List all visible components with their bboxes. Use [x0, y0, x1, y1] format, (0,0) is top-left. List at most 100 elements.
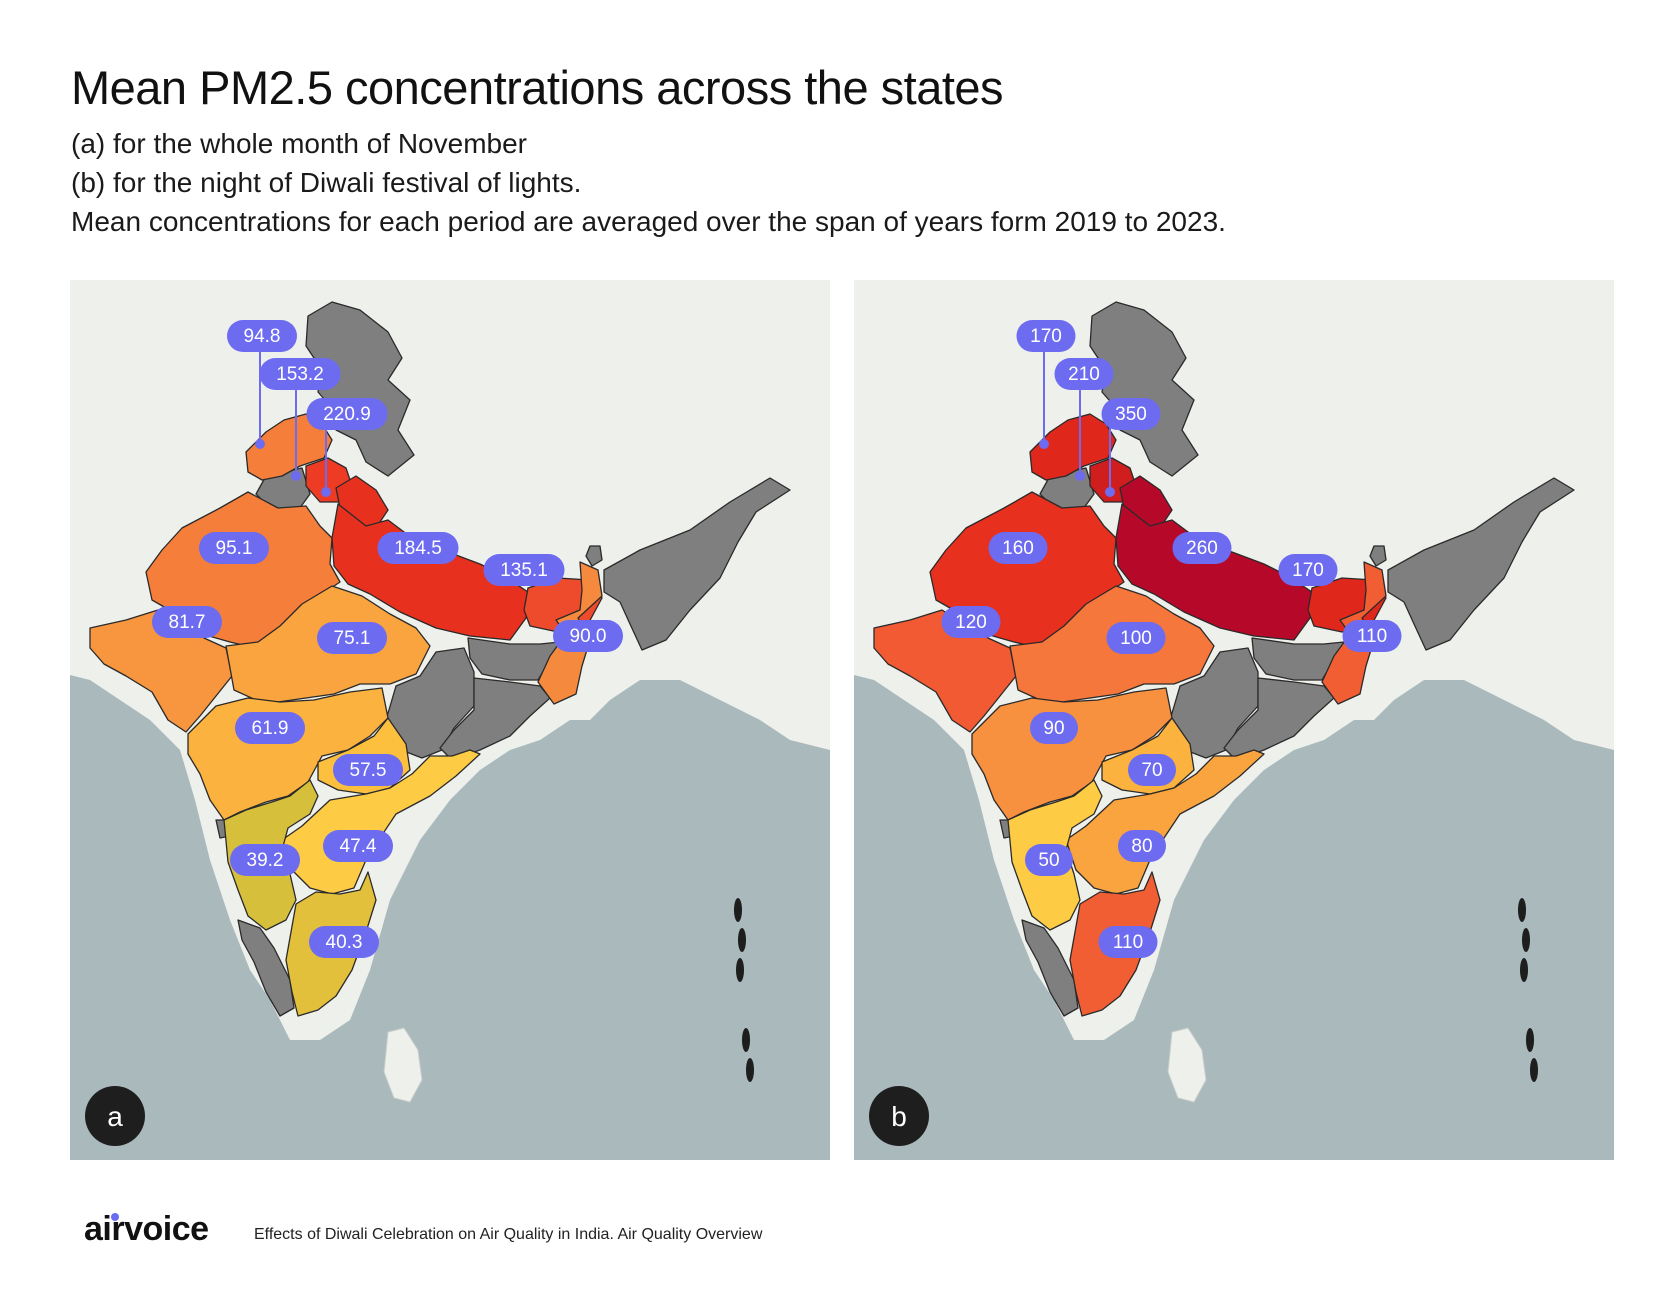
island-mark [1522, 928, 1530, 952]
value-label-mp: 100 [1120, 628, 1152, 649]
map-panel-b: 170 210 350 160 260 170 110 120 100 90 70 80 50 110 b [854, 280, 1614, 1160]
brand-logo-dot [111, 1213, 119, 1221]
value-label-bg [235, 712, 305, 744]
island-mark [1520, 958, 1528, 982]
label-pin-dot [1105, 487, 1115, 497]
value-label-bg [377, 532, 459, 564]
label-pin-dot [291, 471, 301, 481]
value-label-kar: 50 [1038, 850, 1059, 871]
value-label-bg [483, 554, 565, 586]
subtitle-line-note: Mean concentrations for each period are … [71, 206, 1226, 237]
state-jk [1029, 413, 1117, 481]
island-mark [736, 958, 744, 982]
value-label-bg [259, 358, 341, 390]
label-pin-dot [321, 487, 331, 497]
state-mah [971, 687, 1173, 821]
value-label-tel: 57.5 [350, 760, 387, 781]
value-label-raj: 95.1 [216, 538, 253, 559]
brand-logo: airvoice [84, 1210, 209, 1248]
value-label-guj: 120 [955, 612, 987, 633]
page-title: Mean PM2.5 concentrations across the sta… [71, 61, 1004, 114]
value-label-raj: 160 [1002, 538, 1034, 559]
panel-badge-letter: b [891, 1101, 907, 1132]
india-map-a: 94.8 153.2 220.9 95.1 184.5 135.1 90.0 81.7 75.1… [70, 280, 830, 1160]
subtitle-line-a: (a) for the whole month of November [71, 128, 527, 159]
panel-badge [869, 1086, 929, 1146]
value-label-bg [227, 320, 297, 352]
label-pin-dot [1075, 471, 1085, 481]
value-label-ukd: 350 [1115, 404, 1147, 425]
value-label-tn: 110 [1113, 932, 1143, 953]
footer-caption: Effects of Diwali Celebration on Air Qua… [254, 1226, 763, 1243]
island-mark [742, 1028, 750, 1052]
value-label-tn: 40.3 [326, 932, 363, 953]
state-ne-no-data [603, 477, 791, 651]
value-label-kar: 39.2 [247, 850, 284, 871]
value-label-bg [1025, 844, 1073, 876]
value-label-bg [323, 830, 393, 862]
value-label-bg [1172, 532, 1232, 564]
value-label-jk: 170 [1030, 326, 1062, 347]
value-label-bg [1030, 712, 1078, 744]
value-label-bg [306, 398, 388, 430]
state-ker-no-data [237, 919, 295, 1017]
state-sik-no-data [585, 545, 603, 567]
value-label-bg [1342, 620, 1402, 652]
state-odi-no-data [439, 677, 551, 761]
value-label-hp: 210 [1068, 364, 1100, 385]
value-label-bg [333, 754, 403, 786]
state-jk [245, 413, 333, 481]
value-label-bg [1016, 320, 1076, 352]
value-label-ukd: 220.9 [323, 404, 371, 425]
value-label-ap: 47.4 [340, 836, 377, 857]
value-label-bg [1128, 754, 1176, 786]
value-label-wb: 90.0 [570, 626, 607, 647]
subtitle-line-b: (b) for the night of Diwali festival of … [71, 167, 582, 198]
value-label-bg [199, 532, 269, 564]
island-mark [746, 1058, 754, 1082]
value-label-bg [309, 926, 379, 958]
india-map-b: 170 210 350 160 260 170 110 120 100 90 70 80 50 110 b [854, 280, 1614, 1160]
value-label-ap: 80 [1131, 836, 1152, 857]
label-pin-dot [255, 439, 265, 449]
island-mark [1530, 1058, 1538, 1082]
state-odi-no-data [1223, 677, 1335, 761]
value-label-mp: 75.1 [334, 628, 371, 649]
value-label-bg [553, 620, 623, 652]
value-label-bg [988, 532, 1048, 564]
value-label-mah: 61.9 [252, 718, 289, 739]
value-label-bg [1118, 830, 1166, 862]
value-label-bg [1054, 358, 1114, 390]
value-label-mah: 90 [1043, 718, 1064, 739]
value-label-bih: 135.1 [500, 560, 548, 581]
state-ne-no-data [1387, 477, 1575, 651]
value-label-bg [152, 606, 222, 638]
sri-lanka [1167, 1027, 1207, 1103]
island-mark [734, 898, 742, 922]
label-pin-dot [1039, 439, 1049, 449]
island-mark [1518, 898, 1526, 922]
panel-badge-letter: a [107, 1101, 123, 1132]
sri-lanka [383, 1027, 423, 1103]
value-label-jk: 94.8 [244, 326, 281, 347]
value-label-hp: 153.2 [276, 364, 324, 385]
island-mark [738, 928, 746, 952]
value-label-bg [941, 606, 1001, 638]
map-panel-a: 94.8 153.2 220.9 95.1 184.5 135.1 90.0 81.7 75.1… [70, 280, 830, 1160]
value-label-bih: 170 [1292, 560, 1324, 581]
value-label-tel: 70 [1141, 760, 1162, 781]
island-mark [1526, 1028, 1534, 1052]
value-label-bg [1098, 926, 1158, 958]
value-label-bg [1101, 398, 1161, 430]
value-label-bg [317, 622, 387, 654]
value-label-bg [230, 844, 300, 876]
value-label-up: 184.5 [394, 538, 442, 559]
value-label-wb: 110 [1357, 626, 1387, 647]
value-label-bg [1278, 554, 1338, 586]
value-label-guj: 81.7 [169, 612, 206, 633]
panel-badge [85, 1086, 145, 1146]
value-label-up: 260 [1186, 538, 1218, 559]
state-ker-no-data [1021, 919, 1079, 1017]
value-label-bg [1106, 622, 1166, 654]
state-sik-no-data [1369, 545, 1387, 567]
